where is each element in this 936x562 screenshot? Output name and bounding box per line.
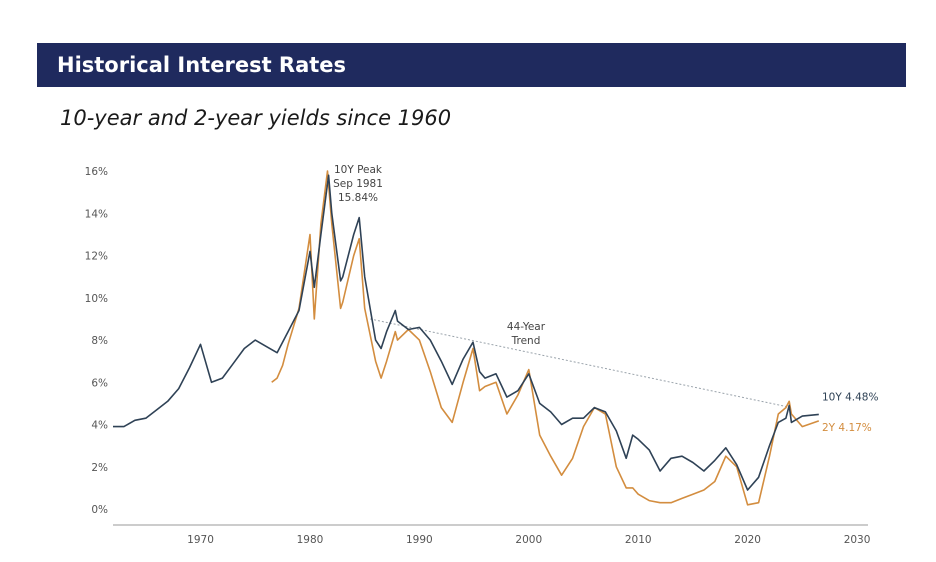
- x-tick-label: 2030: [844, 534, 871, 546]
- y-tick-label: 10%: [85, 293, 108, 305]
- trend-annotation: 44-Year: [507, 321, 546, 333]
- x-tick-label: 1980: [297, 534, 324, 546]
- series-end-label-2y: 2Y 4.17%: [822, 422, 872, 434]
- y-tick-label: 14%: [85, 208, 108, 220]
- x-tick-label: 1970: [187, 534, 214, 546]
- y-tick-label: 4%: [91, 420, 108, 432]
- y-tick-label: 0%: [91, 504, 108, 516]
- y-tick-label: 8%: [91, 335, 108, 347]
- chart-title: Historical Interest Rates: [57, 53, 347, 77]
- x-tick-label: 2010: [625, 534, 652, 546]
- trend-annotation: Trend: [511, 335, 541, 347]
- series-end-label-10y: 10Y 4.48%: [822, 391, 878, 403]
- x-tick-label: 2000: [515, 534, 542, 546]
- series-line-10y: [113, 174, 819, 491]
- y-tick-label: 6%: [91, 377, 108, 389]
- x-tick-label: 1990: [406, 534, 433, 546]
- peak-annotation: 15.84%: [338, 192, 378, 204]
- title-banner: Historical Interest Rates: [37, 43, 906, 87]
- x-tick-label: 2020: [734, 534, 761, 546]
- y-tick-label: 12%: [85, 251, 108, 263]
- peak-annotation: Sep 1981: [333, 178, 383, 190]
- y-tick-label: 16%: [85, 166, 108, 178]
- y-tick-label: 2%: [91, 462, 108, 474]
- trend-line: [370, 318, 792, 409]
- series-line-2y: [271, 170, 820, 506]
- chart-subtitle: 10-year and 2-year yields since 1960: [60, 106, 452, 130]
- peak-annotation: 10Y Peak: [334, 164, 383, 176]
